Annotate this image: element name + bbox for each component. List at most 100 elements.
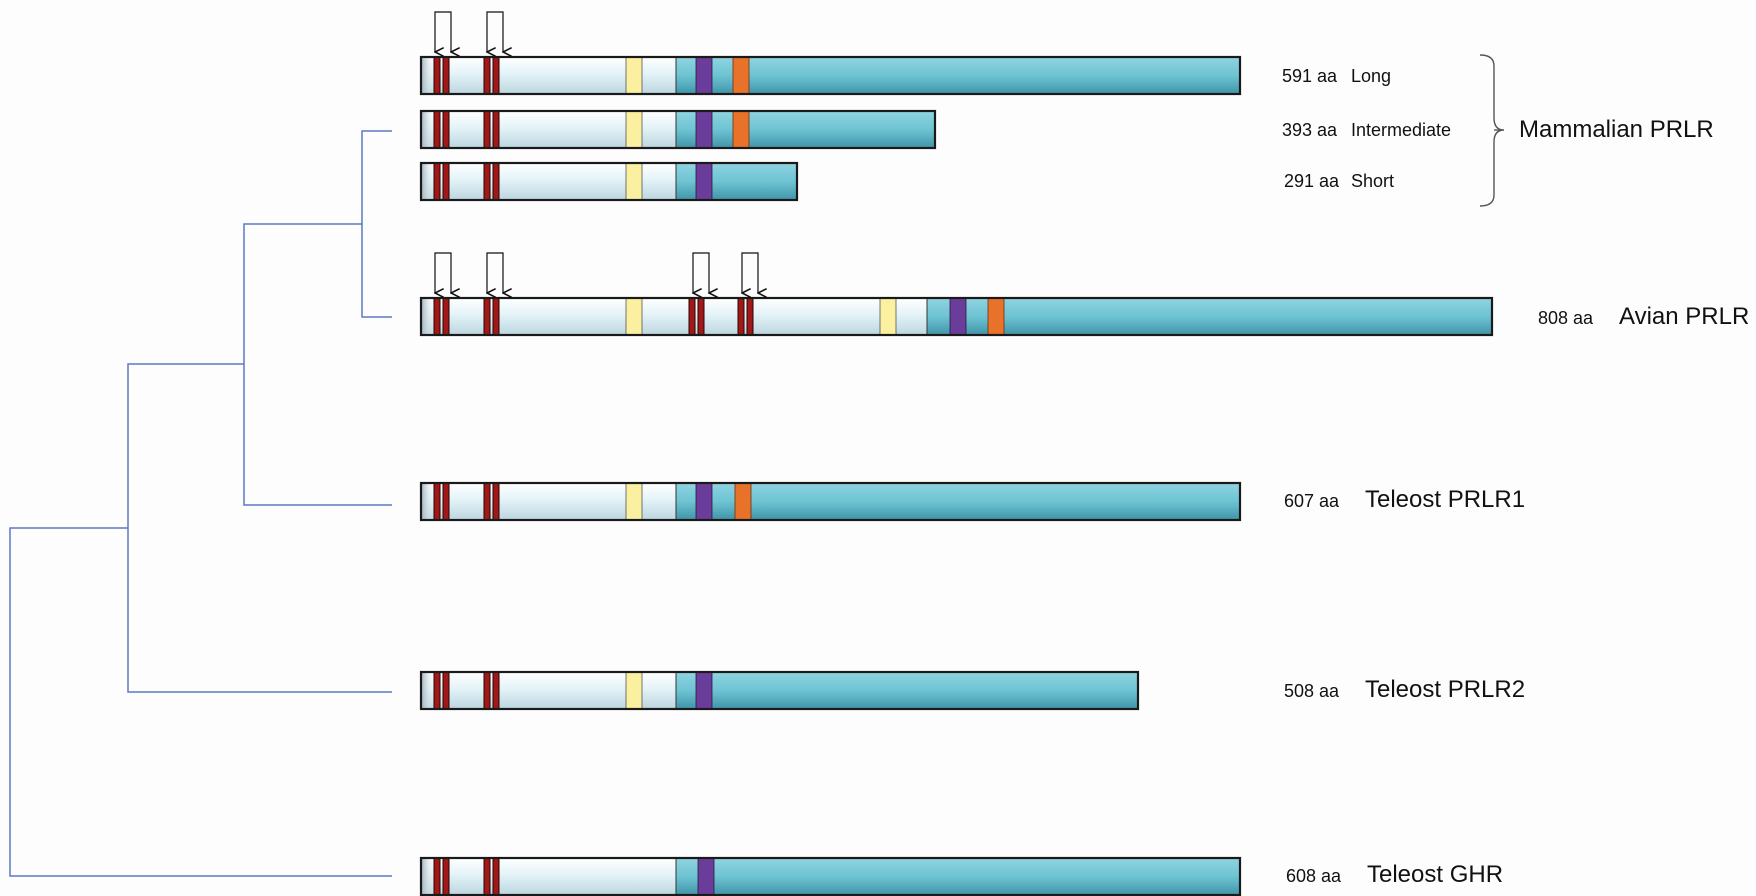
box1-motif-short	[695, 162, 713, 201]
receptor-bar-short	[419, 161, 799, 202]
cysteine-pair-avian-4-a	[737, 297, 745, 336]
tree-branch-prlr1	[127, 363, 392, 693]
receptor-labels: 591 aa Long 393 aa Intermediate 291 aa S…	[1282, 66, 1749, 888]
cysteine-pair-short-1-a	[433, 162, 441, 201]
transmembrane-intermediate	[625, 110, 643, 149]
variant-label-intermediate: Intermediate	[1351, 120, 1451, 140]
receptor-bar-prlr1	[419, 481, 1242, 522]
receptor-name-avian: Avian PRLR	[1619, 303, 1749, 330]
glycosylation-arrow-avian-1	[435, 252, 451, 293]
cysteine-pair-avian-1-b	[442, 297, 450, 336]
receptor-bar-long	[419, 55, 1242, 96]
extracellular-shade-prlr1	[421, 483, 435, 520]
extracellular-domain-avian	[421, 298, 927, 335]
intracellular-domain-prlr1	[676, 483, 1240, 520]
cysteine-pair-ghr-1-a	[433, 857, 441, 896]
cysteine-pair-prlr1-2-a	[483, 482, 491, 521]
transmembrane-short	[625, 162, 643, 201]
cysteine-pair-avian-4-b	[746, 297, 754, 336]
glycosylation-arrow-long-1	[435, 11, 451, 52]
length-label-avian: 808 aa	[1538, 308, 1594, 328]
intracellular-domain-long	[676, 57, 1240, 94]
cysteine-pair-intermediate-1-a	[433, 110, 441, 149]
glycosylation-arrow-avian-3	[693, 252, 709, 293]
box1-motif-avian	[949, 297, 967, 336]
cysteine-pair-prlr2-2-b	[492, 671, 500, 710]
cysteine-pair-ghr-1-b	[442, 857, 450, 896]
length-label-prlr2: 508 aa	[1284, 681, 1340, 701]
cysteine-pair-short-2-b	[492, 162, 500, 201]
extracellular-shade-prlr2	[421, 672, 435, 709]
cysteine-pair-prlr2-1-b	[442, 671, 450, 710]
cysteine-pair-intermediate-1-b	[442, 110, 450, 149]
tree-branch-mammalian	[361, 130, 392, 318]
phylogenetic-tree	[9, 130, 392, 877]
length-label-ghr: 608 aa	[1286, 866, 1342, 886]
box2-motif-prlr1	[734, 482, 752, 521]
box1-motif-intermediate	[695, 110, 713, 149]
cysteine-pair-prlr1-1-b	[442, 482, 450, 521]
cysteine-pair-long-2-b	[492, 56, 500, 95]
intracellular-domain-short	[676, 163, 797, 200]
receptor-bar-avian	[419, 296, 1494, 337]
box1-motif-long	[695, 56, 713, 95]
variant-label-short: Short	[1351, 171, 1394, 191]
intracellular-domain-prlr2	[676, 672, 1138, 709]
receptor-bar-intermediate	[419, 109, 937, 150]
cysteine-pair-avian-2-a	[483, 297, 491, 336]
intracellular-domain-avian	[927, 298, 1492, 335]
variant-label-long: Long	[1351, 66, 1391, 86]
extracellular-shade-ghr	[421, 858, 435, 895]
extracellular-shade-intermediate	[421, 111, 435, 148]
mammalian-bracket	[1479, 54, 1505, 207]
intracellular-domain-intermediate	[676, 111, 935, 148]
cysteine-pair-intermediate-2-b	[492, 110, 500, 149]
cysteine-pair-avian-3-a	[688, 297, 696, 336]
cysteine-pair-prlr2-1-a	[433, 671, 441, 710]
receptor-bar-ghr	[419, 856, 1242, 896]
cysteine-pair-prlr2-2-a	[483, 671, 491, 710]
bar-outline-short	[419, 161, 799, 202]
transmembrane-avian	[625, 297, 643, 336]
extracellular-shade-avian	[421, 298, 435, 335]
cysteine-pair-avian-1-a	[433, 297, 441, 336]
bar-outline-ghr	[419, 856, 1242, 896]
tree-branch-avian-mammal	[243, 223, 392, 506]
cysteine-pair-long-1-b	[442, 56, 450, 95]
glycosylation-arrows	[435, 11, 758, 293]
box1-motif-prlr2	[695, 671, 713, 710]
group-label-mammalian: Mammalian PRLR	[1519, 116, 1714, 143]
transmembrane-prlr1	[625, 482, 643, 521]
length-label-short: 291 aa	[1284, 171, 1340, 191]
glycosylation-arrow-long-2	[487, 11, 503, 52]
bar-outline-prlr2	[419, 670, 1140, 711]
cysteine-pair-short-2-a	[483, 162, 491, 201]
intracellular-domain-ghr	[676, 858, 1240, 895]
box2-motif-long	[732, 56, 750, 95]
bar-outline-avian	[419, 296, 1494, 337]
cysteine-pair-ghr-2-b	[492, 857, 500, 896]
box1-motif-prlr1	[695, 482, 713, 521]
receptor-name-ghr: Teleost GHR	[1367, 861, 1503, 888]
cysteine-pair-short-1-b	[442, 162, 450, 201]
bar-outline-intermediate	[419, 109, 937, 150]
length-label-intermediate: 393 aa	[1282, 120, 1338, 140]
length-label-long: 591 aa	[1282, 66, 1338, 86]
cysteine-pair-avian-3-b	[697, 297, 705, 336]
transmembrane-2-avian	[879, 297, 897, 336]
box1-motif-ghr	[697, 857, 715, 896]
transmembrane-prlr2	[625, 671, 643, 710]
extracellular-shade-long	[421, 57, 435, 94]
tree-branch-prlr2	[9, 527, 392, 877]
box2-motif-avian	[987, 297, 1005, 336]
bar-outline-long	[419, 55, 1242, 96]
cysteine-pair-prlr1-2-b	[492, 482, 500, 521]
cysteine-pair-avian-2-b	[492, 297, 500, 336]
extracellular-domain-ghr	[421, 858, 676, 895]
cysteine-pair-ghr-2-a	[483, 857, 491, 896]
extracellular-shade-short	[421, 163, 435, 200]
cysteine-pair-long-1-a	[433, 56, 441, 95]
bar-outline-prlr1	[419, 481, 1242, 522]
receptor-name-prlr2: Teleost PRLR2	[1365, 676, 1525, 703]
